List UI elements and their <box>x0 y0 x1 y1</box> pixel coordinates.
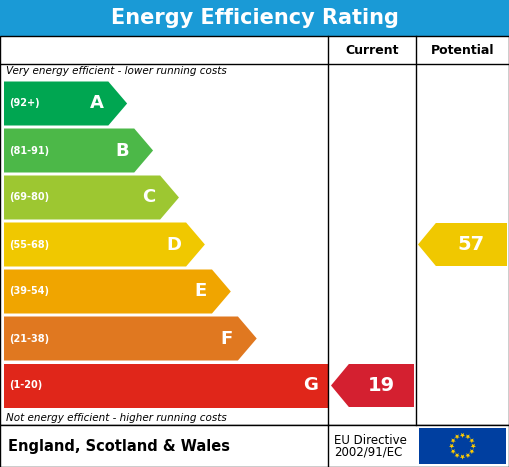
Text: E: E <box>195 283 207 300</box>
Polygon shape <box>455 453 460 458</box>
Text: D: D <box>166 235 181 254</box>
Text: (55-68): (55-68) <box>9 240 49 249</box>
Text: Not energy efficient - higher running costs: Not energy efficient - higher running co… <box>6 413 227 423</box>
Polygon shape <box>4 269 231 313</box>
Text: G: G <box>303 376 318 395</box>
Polygon shape <box>331 364 414 407</box>
Polygon shape <box>469 449 474 454</box>
Polygon shape <box>4 222 205 267</box>
Bar <box>0 0 509 36</box>
Polygon shape <box>471 444 476 449</box>
Bar <box>419 428 506 464</box>
Text: (81-91): (81-91) <box>9 146 49 156</box>
Polygon shape <box>450 439 456 443</box>
Text: A: A <box>90 94 103 113</box>
Text: 19: 19 <box>368 376 395 395</box>
Text: Very energy efficient - lower running costs: Very energy efficient - lower running co… <box>6 66 227 76</box>
Polygon shape <box>465 434 470 439</box>
Polygon shape <box>460 433 465 438</box>
Text: 2002/91/EC: 2002/91/EC <box>334 446 403 459</box>
Text: Energy Efficiency Rating: Energy Efficiency Rating <box>110 8 399 28</box>
Text: (39-54): (39-54) <box>9 286 49 297</box>
Text: (69-80): (69-80) <box>9 192 49 203</box>
Polygon shape <box>449 444 455 449</box>
Text: Current: Current <box>345 43 399 57</box>
Polygon shape <box>460 454 465 460</box>
Polygon shape <box>455 434 460 439</box>
Text: England, Scotland & Wales: England, Scotland & Wales <box>8 439 230 453</box>
Polygon shape <box>465 453 470 458</box>
Bar <box>0 425 509 467</box>
Polygon shape <box>450 449 456 454</box>
Text: (92+): (92+) <box>9 99 40 108</box>
Text: C: C <box>142 189 155 206</box>
Text: F: F <box>221 330 233 347</box>
Text: EU Directive: EU Directive <box>334 434 407 447</box>
Text: (1-20): (1-20) <box>9 381 42 390</box>
Polygon shape <box>418 223 507 266</box>
Polygon shape <box>4 317 257 361</box>
Polygon shape <box>469 439 474 443</box>
Polygon shape <box>4 128 153 172</box>
Polygon shape <box>4 176 179 219</box>
Bar <box>0 36 509 425</box>
Polygon shape <box>4 82 127 126</box>
Text: Potential: Potential <box>431 43 494 57</box>
Text: 57: 57 <box>458 235 485 254</box>
Text: (21-38): (21-38) <box>9 333 49 344</box>
Polygon shape <box>4 363 328 408</box>
Text: B: B <box>116 142 129 160</box>
